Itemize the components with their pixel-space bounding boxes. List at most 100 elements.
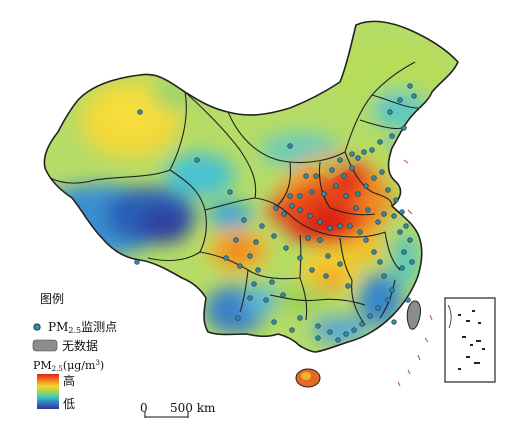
- station-marker: [194, 157, 200, 163]
- station-marker: [341, 173, 347, 179]
- station-marker: [263, 297, 269, 303]
- station-marker: [389, 287, 395, 293]
- station-marker: [401, 249, 407, 255]
- station-marker: [349, 165, 355, 171]
- station-marker: [297, 255, 303, 261]
- station-marker: [315, 323, 321, 329]
- color-ramp: [37, 374, 59, 409]
- station-marker: [363, 237, 369, 243]
- station-marker: [247, 253, 253, 259]
- station-marker: [259, 223, 265, 229]
- station-marker: [343, 331, 349, 337]
- station-marker: [345, 283, 351, 289]
- station-marker: [385, 297, 391, 303]
- station-marker: [327, 225, 333, 231]
- station-marker: [363, 183, 369, 189]
- station-marker: [273, 205, 279, 211]
- station-marker: [271, 233, 277, 239]
- station-marker: [343, 193, 349, 199]
- station-marker: [235, 315, 241, 321]
- station-marker: [337, 261, 343, 267]
- station-marker: [405, 297, 411, 303]
- station-marker: [377, 139, 383, 145]
- station-marker: [391, 213, 397, 219]
- station-marker: [309, 189, 315, 195]
- station-marker: [371, 175, 377, 181]
- taiwan-nodata: [406, 300, 421, 330]
- station-marker: [283, 245, 289, 251]
- station-marker: [369, 147, 375, 153]
- station-marker: [353, 205, 359, 211]
- station-marker: [325, 253, 331, 259]
- station-marker: [411, 93, 417, 99]
- station-marker: [349, 151, 355, 157]
- station-marker: [377, 259, 383, 265]
- station-marker: [387, 109, 393, 115]
- station-marker: [375, 219, 381, 225]
- station-marker: [409, 259, 415, 265]
- station-marker: [323, 273, 329, 279]
- station-marker: [347, 223, 353, 229]
- station-marker: [255, 267, 261, 273]
- station-marker: [247, 295, 253, 301]
- station-marker: [367, 313, 373, 319]
- station-marker: [401, 125, 407, 131]
- station-marker: [233, 237, 239, 243]
- monitoring-stations: [134, 83, 417, 343]
- station-marker: [389, 133, 395, 139]
- station-marker: [297, 207, 303, 213]
- station-marker: [381, 273, 387, 279]
- station-marker: [281, 211, 287, 217]
- station-marker: [399, 265, 405, 271]
- station-marker: [337, 157, 343, 163]
- station-marker: [407, 237, 413, 243]
- station-marker: [397, 229, 403, 235]
- station-marker: [337, 223, 343, 229]
- station-marker: [355, 191, 361, 197]
- ramp-low-label: 低: [63, 397, 75, 411]
- station-marker: [315, 335, 321, 341]
- station-legend-label: PM2.5监测点: [48, 320, 117, 335]
- station-marker: [397, 97, 403, 103]
- station-marker: [287, 193, 293, 199]
- south-china-sea-inset: [444, 297, 496, 383]
- station-marker: [269, 279, 275, 285]
- station-marker: [313, 173, 319, 179]
- station-symbol-icon: [33, 323, 41, 331]
- station-marker: [223, 255, 229, 261]
- station-marker: [134, 259, 140, 265]
- station-marker: [381, 211, 387, 217]
- station-marker: [280, 292, 286, 298]
- station-marker: [333, 183, 339, 189]
- station-marker: [287, 143, 293, 149]
- nodata-swatch: [32, 339, 58, 352]
- province-boundaries: [43, 20, 459, 353]
- nodata-legend-label: 无数据: [62, 338, 98, 353]
- hainan-core: [301, 372, 311, 380]
- station-marker: [305, 235, 311, 241]
- station-marker: [309, 267, 315, 273]
- station-marker: [237, 263, 243, 269]
- station-marker: [307, 213, 313, 219]
- station-marker: [361, 149, 367, 155]
- station-marker: [321, 191, 327, 197]
- station-marker: [317, 237, 323, 243]
- station-marker: [297, 315, 303, 321]
- station-marker: [351, 327, 357, 333]
- station-marker: [335, 337, 341, 343]
- station-marker: [227, 189, 233, 195]
- scale-legend-title: PM2.5(μg/m3): [33, 359, 104, 373]
- station-marker: [253, 239, 259, 245]
- station-marker: [357, 229, 363, 235]
- scale-bar: 0 500 km: [140, 401, 216, 418]
- station-marker: [385, 187, 391, 193]
- scalebar-end-label: 500 km: [170, 401, 216, 415]
- station-marker: [137, 109, 143, 115]
- station-marker: [403, 223, 409, 229]
- station-marker: [297, 193, 303, 199]
- station-marker: [327, 329, 333, 335]
- station-marker: [271, 319, 277, 325]
- station-marker: [317, 219, 323, 225]
- coastal-islands: [397, 159, 433, 387]
